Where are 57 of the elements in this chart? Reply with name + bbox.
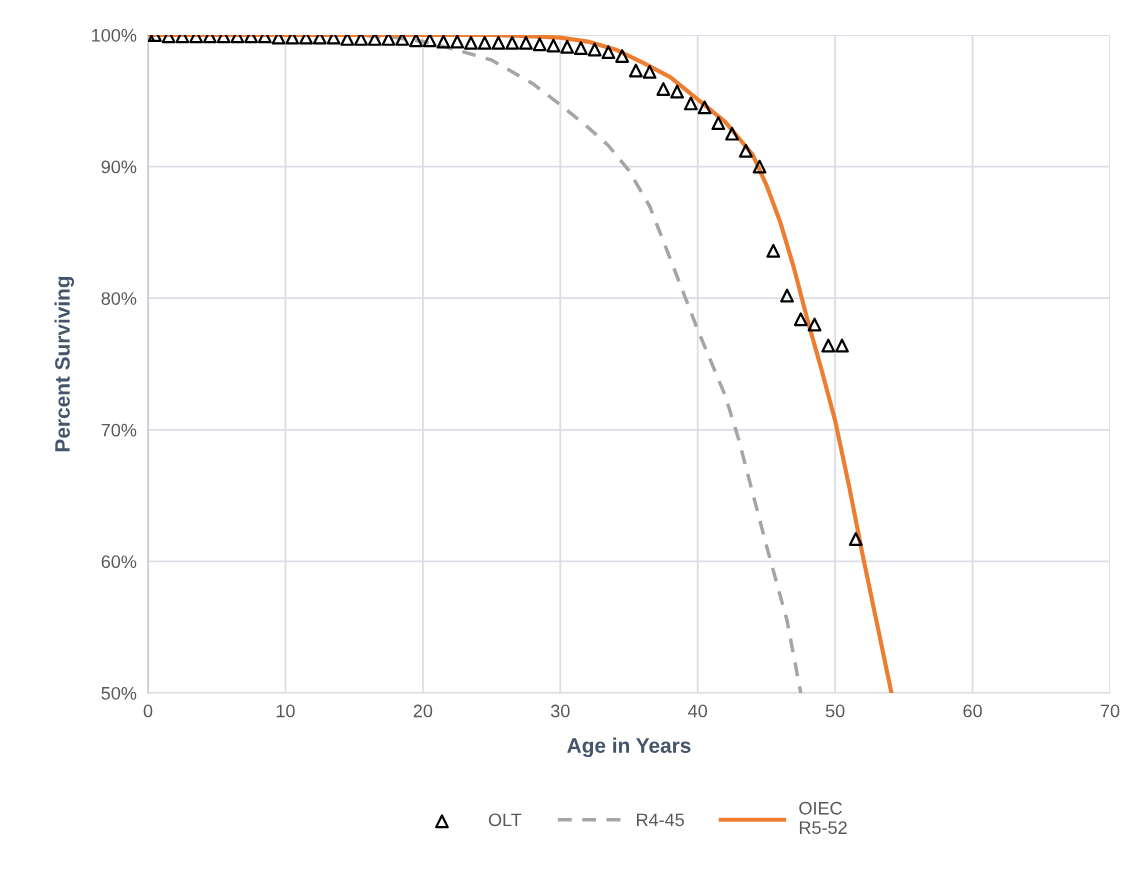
- point: [835, 338, 849, 353]
- x-axis-title: Age in Years: [567, 737, 691, 758]
- point: [642, 64, 657, 79]
- point: [340, 35, 355, 46]
- point: [587, 42, 602, 57]
- point: [519, 35, 533, 50]
- legend-label: OIEC R5-52: [799, 801, 847, 835]
- x-tick-label: 50: [825, 704, 845, 718]
- point: [821, 338, 836, 353]
- point: [670, 84, 685, 99]
- x-tick-label: 70: [1100, 704, 1120, 718]
- legend-label: R4-45: [637, 813, 684, 827]
- point: [615, 49, 630, 63]
- point: [450, 35, 465, 49]
- point: [395, 35, 410, 46]
- point: [697, 100, 712, 115]
- point: [793, 312, 808, 327]
- x-tick-label: 20: [413, 704, 433, 718]
- point: [725, 126, 739, 141]
- x-tick-label: 60: [963, 704, 982, 718]
- x-tick-label: 30: [550, 704, 570, 718]
- y-tick-label: 100%: [92, 28, 137, 42]
- point: [656, 82, 671, 96]
- x-tick-label: 40: [688, 704, 708, 718]
- y-tick-label: 90%: [101, 160, 137, 174]
- point: [491, 35, 506, 50]
- point: [464, 35, 478, 50]
- point: [422, 35, 437, 48]
- point: [848, 532, 863, 546]
- y-tick-label: 50%: [101, 686, 137, 700]
- point: [766, 243, 781, 258]
- x-tick-label: 10: [276, 704, 295, 718]
- point: [505, 35, 520, 50]
- y-tick-label: 80%: [101, 292, 137, 305]
- point: [532, 37, 547, 52]
- point: [573, 41, 588, 56]
- legend-label: OLT: [488, 813, 522, 827]
- point: [780, 288, 794, 303]
- y-tick-label: 70%: [101, 423, 137, 437]
- point: [628, 63, 643, 78]
- point: [381, 35, 396, 46]
- point: [683, 96, 698, 111]
- y-axis-title: Percent Surviving: [54, 276, 75, 452]
- point: [601, 45, 616, 60]
- point: [738, 143, 753, 158]
- point: [354, 35, 368, 46]
- point: [807, 317, 822, 332]
- point: [546, 38, 561, 53]
- point: [560, 39, 575, 54]
- x-tick-label: 0: [143, 704, 153, 718]
- point: [711, 116, 726, 131]
- point: [477, 35, 492, 50]
- point: [752, 159, 767, 174]
- point: [367, 35, 382, 46]
- point: [436, 35, 451, 49]
- y-tick-label: 60%: [101, 555, 137, 569]
- point: [409, 35, 423, 48]
